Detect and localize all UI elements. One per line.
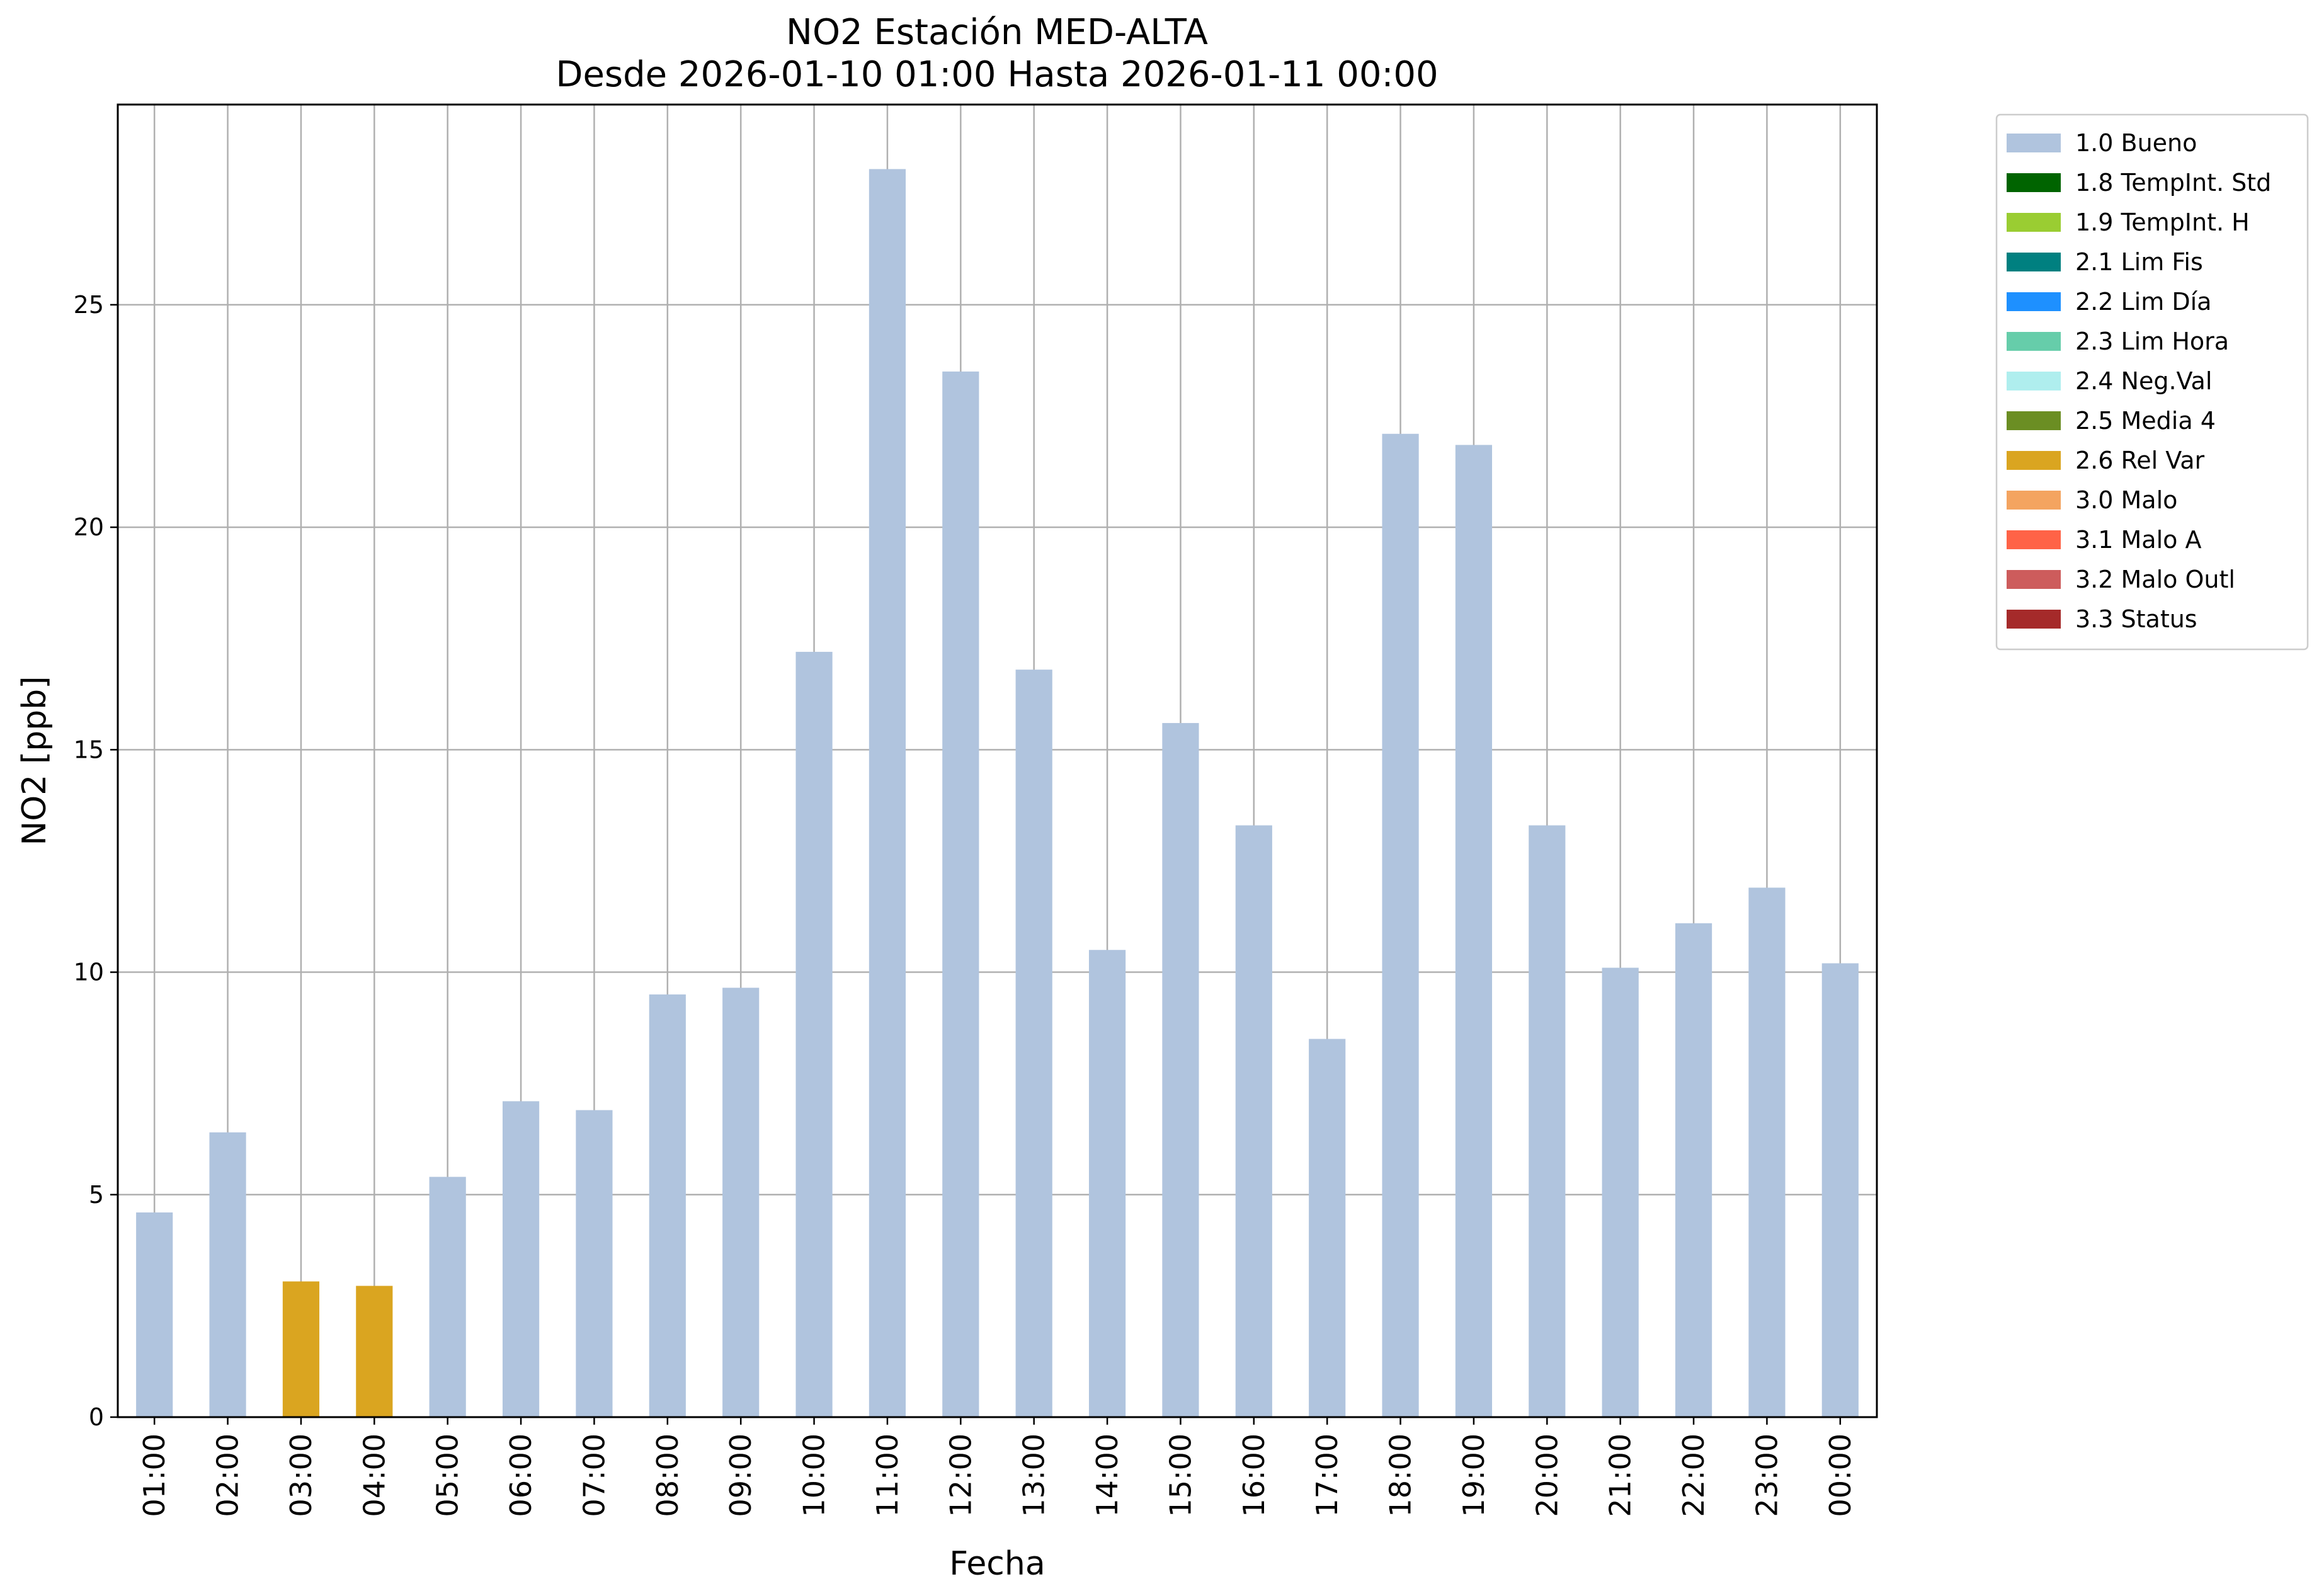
bar xyxy=(502,1101,540,1417)
legend-label: 3.3 Status xyxy=(2075,605,2197,633)
x-tick-label: 12:00 xyxy=(943,1434,977,1517)
x-tick-label: 23:00 xyxy=(1750,1434,1784,1517)
bar xyxy=(136,1212,173,1417)
legend-swatch xyxy=(2007,292,2061,311)
bar xyxy=(1675,923,1712,1417)
x-tick-label: 21:00 xyxy=(1604,1434,1638,1517)
x-tick-label: 20:00 xyxy=(1530,1434,1564,1517)
bar xyxy=(722,988,760,1417)
bar xyxy=(1748,887,1786,1417)
y-tick-label: 15 xyxy=(74,736,104,763)
legend-swatch xyxy=(2007,332,2061,351)
bar xyxy=(649,994,686,1417)
x-tick-label: 13:00 xyxy=(1017,1434,1051,1517)
y-tick-label: 10 xyxy=(74,959,104,986)
bar xyxy=(576,1110,613,1417)
y-axis: 0 5 10 15 20 25 xyxy=(74,291,118,1431)
legend-label: 2.5 Media 4 xyxy=(2075,407,2216,435)
legend-swatch xyxy=(2007,411,2061,430)
bar xyxy=(1455,445,1493,1417)
legend-label: 3.2 Malo Outl xyxy=(2075,566,2235,593)
legend-swatch xyxy=(2007,253,2061,271)
legend-swatch xyxy=(2007,173,2061,192)
legend-swatch xyxy=(2007,213,2061,232)
legend-swatch xyxy=(2007,530,2061,549)
x-tick-label: 17:00 xyxy=(1310,1434,1344,1517)
bars xyxy=(136,169,1859,1418)
x-tick-label: 22:00 xyxy=(1677,1434,1711,1517)
legend: 1.0 Bueno 1.8 TempInt. Std 1.9 TempInt. H 2… xyxy=(1995,113,2309,651)
chart-title: NO2 Estación MED-ALTA xyxy=(786,12,1208,53)
x-tick-label: 15:00 xyxy=(1163,1434,1197,1517)
bar xyxy=(1015,670,1052,1417)
legend-label: 2.4 Neg.Val xyxy=(2075,367,2212,395)
legend-swatch xyxy=(2007,134,2061,152)
legend-label: 2.6 Rel Var xyxy=(2075,447,2205,474)
bar xyxy=(1602,967,1639,1417)
x-tick-label: 18:00 xyxy=(1384,1434,1418,1517)
bar xyxy=(1529,825,1566,1417)
y-tick-label: 25 xyxy=(74,291,104,319)
bar xyxy=(795,651,833,1417)
y-tick-label: 0 xyxy=(89,1403,104,1431)
y-tick-label: 20 xyxy=(74,513,104,541)
legend-label: 3.1 Malo A xyxy=(2075,526,2201,554)
bar xyxy=(282,1281,320,1417)
legend-swatch xyxy=(2007,372,2061,390)
bar xyxy=(1382,433,1419,1417)
x-tick-label: 00:00 xyxy=(1823,1434,1857,1517)
x-axis-label: Fecha xyxy=(949,1545,1045,1583)
legend-swatch xyxy=(2007,570,2061,589)
bar xyxy=(1235,825,1272,1417)
plot-frame xyxy=(117,103,1878,1418)
legend-frame xyxy=(1995,113,2309,651)
x-tick-label: 02:00 xyxy=(211,1434,245,1517)
x-tick-label: 09:00 xyxy=(724,1434,758,1517)
x-tick-label: 16:00 xyxy=(1237,1434,1271,1517)
bar xyxy=(356,1285,393,1417)
x-tick-label: 01:00 xyxy=(137,1434,171,1517)
bar xyxy=(1162,722,1199,1417)
y-axis-label: NO2 [ppb] xyxy=(16,676,54,845)
x-tick-label: 07:00 xyxy=(577,1434,611,1517)
x-tick-label: 11:00 xyxy=(870,1434,904,1517)
legend-label: 1.0 Bueno xyxy=(2075,129,2197,157)
chart-subtitle: Desde 2026-01-10 01:00 Hasta 2026-01-11 … xyxy=(556,54,1438,95)
x-tick-label: 19:00 xyxy=(1457,1434,1491,1517)
bar xyxy=(429,1177,466,1417)
legend-label: 2.2 Lim Día xyxy=(2075,288,2211,316)
x-tick-label: 06:00 xyxy=(504,1434,538,1517)
bar xyxy=(1821,963,1859,1417)
x-tick-label: 03:00 xyxy=(284,1434,318,1517)
legend-label: 2.1 Lim Fis xyxy=(2075,248,2203,276)
bar xyxy=(1088,950,1126,1417)
y-tick-label: 5 xyxy=(89,1181,104,1209)
legend-label: 1.8 TempInt. Std xyxy=(2075,169,2271,197)
bar xyxy=(1309,1039,1346,1417)
legend-label: 1.9 TempInt. H xyxy=(2075,208,2250,236)
bar xyxy=(209,1132,246,1417)
x-tick-label: 04:00 xyxy=(357,1434,391,1517)
x-tick-label: 14:00 xyxy=(1090,1434,1124,1517)
legend-label: 2.3 Lim Hora xyxy=(2075,328,2229,355)
bar xyxy=(869,169,906,1418)
legend-swatch xyxy=(2007,451,2061,470)
legend-swatch xyxy=(2007,491,2061,510)
x-tick-label: 08:00 xyxy=(651,1434,685,1517)
x-axis: 01:00 02:00 03:00 04:00 05:00 06:00 07:00 08:00… xyxy=(137,1417,1857,1517)
legend-label: 3.0 Malo xyxy=(2075,486,2177,514)
x-tick-label: 05:00 xyxy=(431,1434,465,1517)
bar xyxy=(942,371,979,1417)
x-tick-label: 10:00 xyxy=(797,1434,831,1517)
legend-swatch xyxy=(2007,610,2061,629)
